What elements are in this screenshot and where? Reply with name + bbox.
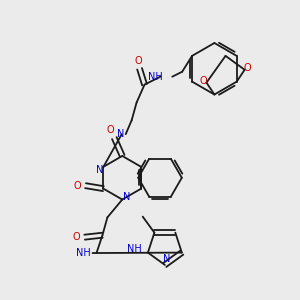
Text: NH: NH <box>76 248 91 258</box>
Text: N: N <box>117 129 124 139</box>
Text: O: O <box>200 76 207 85</box>
Text: O: O <box>106 125 114 135</box>
Text: N: N <box>96 165 103 175</box>
Text: O: O <box>73 232 80 242</box>
Text: O: O <box>135 56 142 66</box>
Text: N: N <box>122 192 130 202</box>
Text: NH: NH <box>148 72 162 82</box>
Text: O: O <box>74 181 81 191</box>
Text: NH: NH <box>127 244 142 254</box>
Text: O: O <box>244 63 251 73</box>
Text: N: N <box>163 254 170 264</box>
